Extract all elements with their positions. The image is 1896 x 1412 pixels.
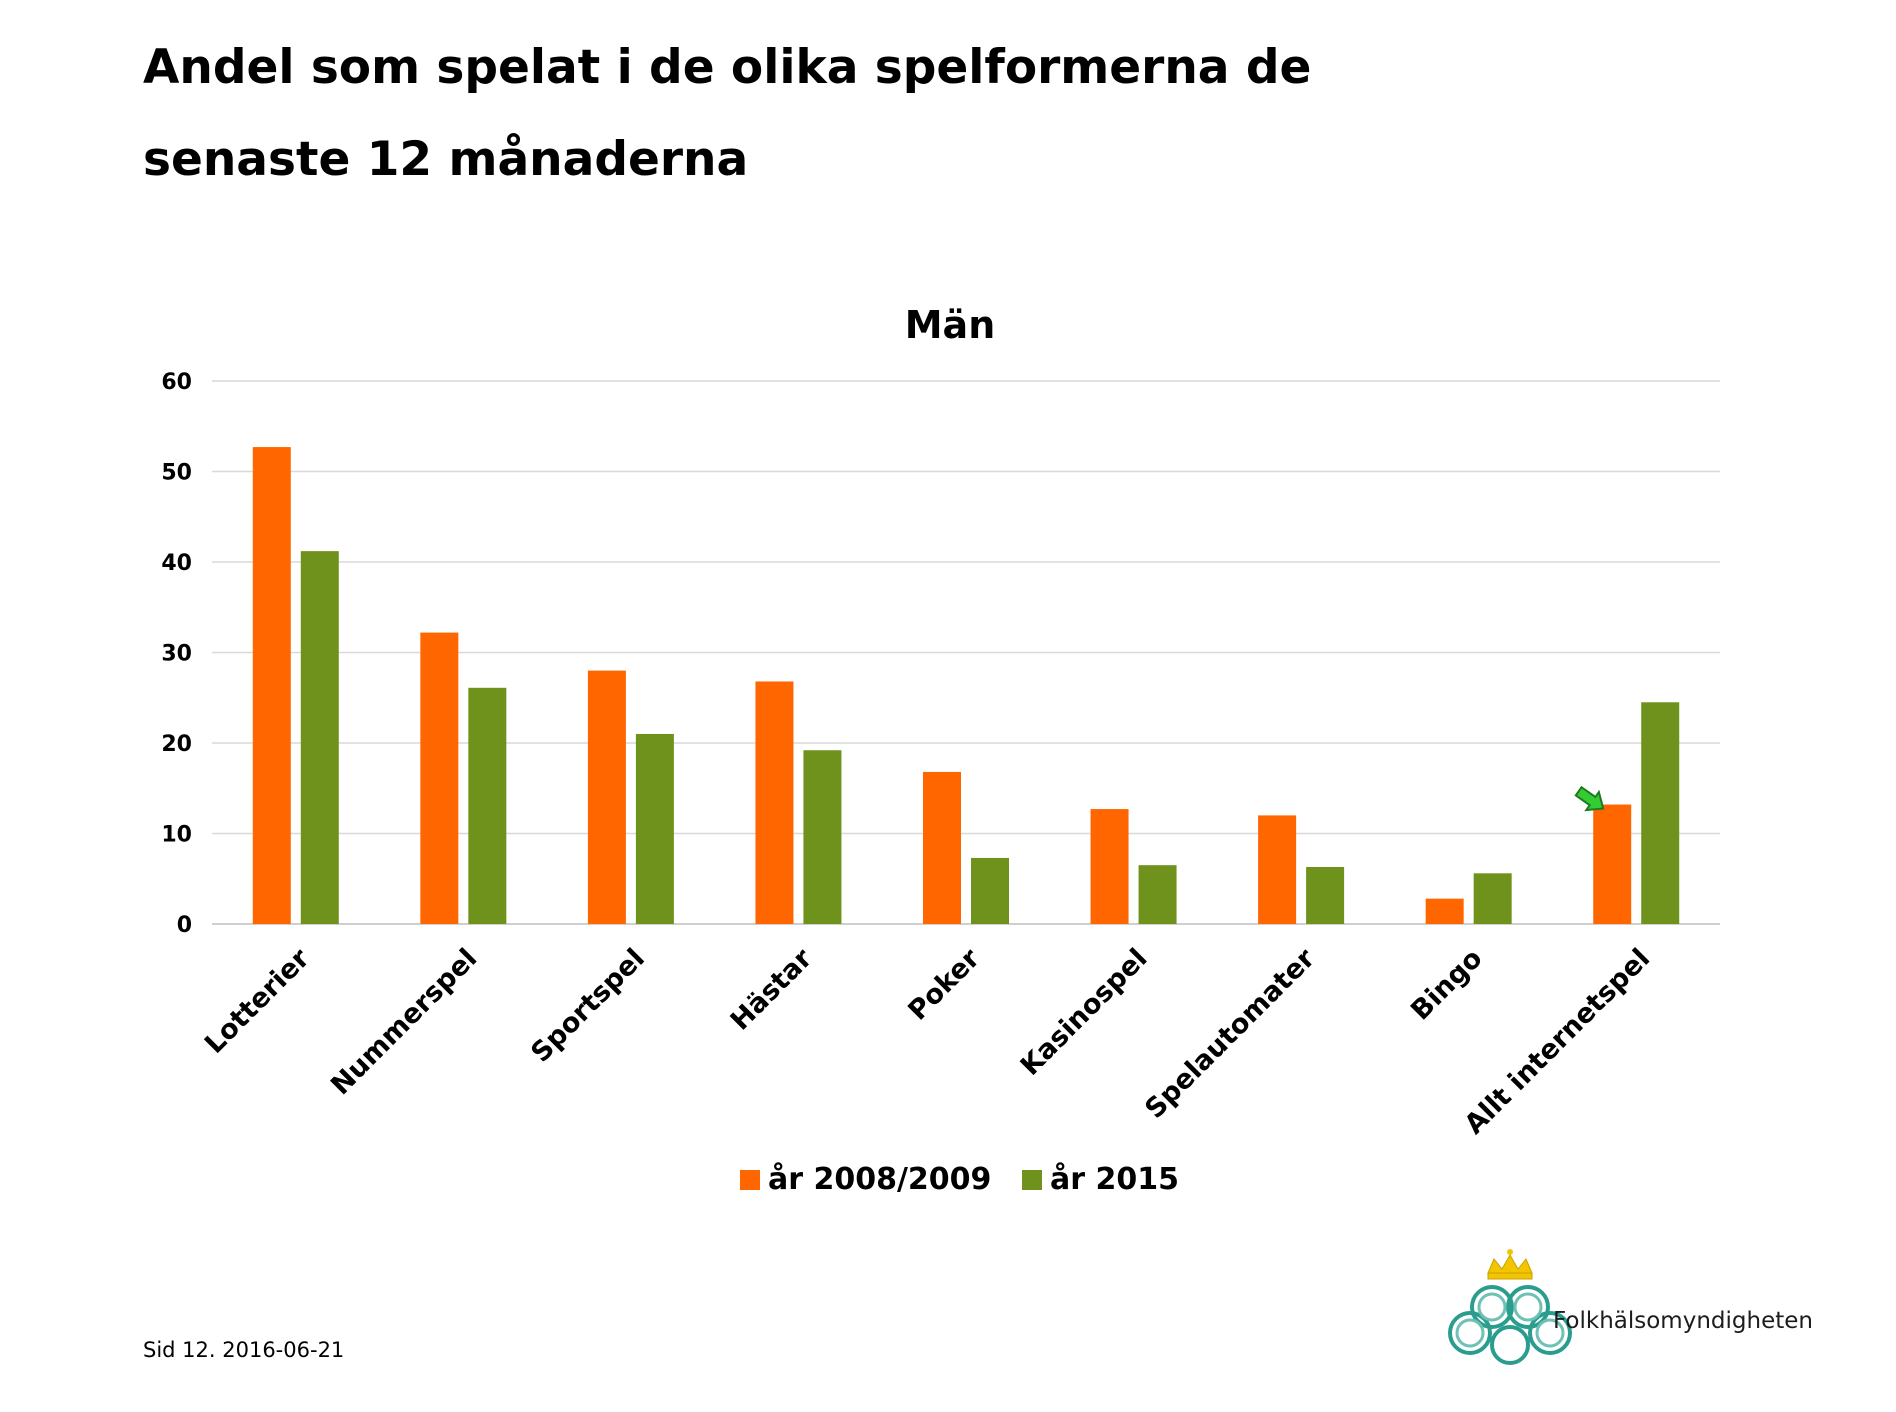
slide-title-line-1: Andel som spelat i de olika spelformerna… bbox=[143, 40, 1312, 95]
x-axis-ticks: Lotterier Nummerspel Sportspel Hästar Poker K… bbox=[199, 943, 1656, 1141]
y-tick-label: 20 bbox=[161, 732, 192, 757]
y-tick-label: 10 bbox=[161, 823, 192, 848]
bar-2015 bbox=[300, 551, 339, 924]
crown-icon bbox=[1487, 1249, 1533, 1280]
bar-2008-2009 bbox=[1258, 815, 1297, 924]
legend: år 2008/2009 år 2015 bbox=[740, 1161, 1179, 1197]
y-axis-ticks: 0 10 20 30 40 50 60 bbox=[161, 370, 192, 938]
heart-knot-icon bbox=[1448, 1285, 1572, 1365]
bar-2008-2009 bbox=[923, 771, 961, 924]
x-tick-label: Hästar bbox=[725, 943, 819, 1037]
y-tick-label: 30 bbox=[161, 642, 192, 667]
bar-2008-2009 bbox=[252, 447, 291, 924]
bar-2015 bbox=[971, 857, 1009, 924]
legend-swatch bbox=[740, 1170, 760, 1190]
footer-text: Sid 12. 2016-06-21 bbox=[143, 1338, 345, 1362]
bar-2015 bbox=[1641, 702, 1680, 924]
bar-2015 bbox=[635, 733, 674, 924]
bar-2008-2009 bbox=[1425, 898, 1464, 924]
chart-title: Män bbox=[905, 303, 996, 347]
bar-2008-2009 bbox=[755, 681, 794, 924]
bar-2015 bbox=[803, 750, 842, 924]
x-tick-label: Nummerspel bbox=[325, 943, 483, 1101]
bar-2008-2009 bbox=[1090, 809, 1129, 924]
legend-label: år 2008/2009 bbox=[768, 1161, 991, 1197]
bar-2015 bbox=[1138, 865, 1177, 924]
grid-lines bbox=[212, 380, 1720, 925]
x-tick-label: Allt internetspel bbox=[1459, 943, 1656, 1140]
legend-swatch bbox=[1022, 1170, 1042, 1190]
legend-label: år 2015 bbox=[1050, 1161, 1179, 1197]
y-tick-label: 0 bbox=[177, 913, 192, 938]
y-tick-label: 40 bbox=[161, 551, 192, 576]
y-tick-label: 60 bbox=[161, 370, 192, 395]
annotation bbox=[1574, 785, 1605, 812]
x-tick-label: Spelautomater bbox=[1139, 943, 1321, 1125]
bar-2008-2009 bbox=[587, 670, 626, 924]
folkhalsomyndigheten-logo bbox=[1448, 1249, 1572, 1365]
x-tick-label: Kasinospel bbox=[1015, 943, 1154, 1082]
slide-title: Andel som spelat i de olika spelformerna… bbox=[143, 22, 1643, 206]
slide-title-line-2: senaste 12 månaderna bbox=[143, 132, 749, 187]
bar-2008-2009 bbox=[420, 632, 459, 924]
x-tick-label: Poker bbox=[902, 943, 986, 1027]
bar-2015 bbox=[468, 687, 507, 924]
x-tick-label: Lotterier bbox=[199, 943, 316, 1060]
bar-2015 bbox=[1473, 873, 1512, 924]
bars bbox=[252, 447, 1680, 924]
y-tick-label: 50 bbox=[161, 461, 192, 486]
bar-2008-2009 bbox=[1593, 804, 1632, 924]
x-tick-label: Bingo bbox=[1405, 943, 1488, 1026]
bar-2015 bbox=[1306, 866, 1345, 924]
annotation-arrow-icon bbox=[1574, 785, 1605, 812]
logo-text: Folkhälsomyndigheten bbox=[1553, 1308, 1813, 1334]
x-tick-label: Sportspel bbox=[525, 943, 651, 1069]
